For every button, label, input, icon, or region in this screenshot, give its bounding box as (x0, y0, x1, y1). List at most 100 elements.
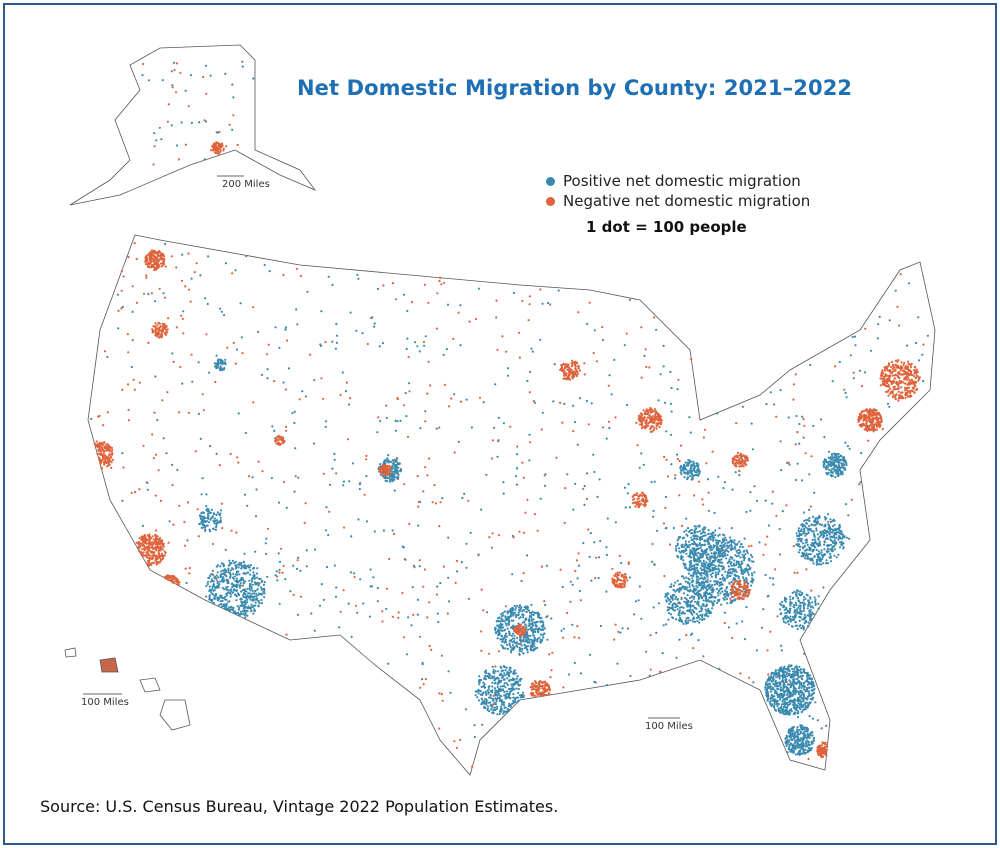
positive-dot (268, 270, 271, 273)
positive-dot (292, 564, 295, 567)
positive-dot (320, 583, 323, 586)
negative-dot (345, 381, 348, 384)
positive-dot (774, 672, 777, 675)
positive-dot (465, 398, 468, 401)
negative-dot (304, 502, 307, 505)
positive-dot (229, 575, 232, 578)
positive-dot (731, 557, 734, 560)
positive-dot (843, 535, 846, 539)
positive-dot (249, 598, 252, 601)
negative-dot (324, 341, 327, 344)
positive-dot (528, 459, 531, 462)
negative-dot (427, 360, 430, 363)
negative-dot (528, 441, 532, 444)
negative-dot (109, 459, 112, 462)
positive-dot (206, 582, 209, 586)
positive-dot (672, 526, 676, 530)
positive-dot (774, 679, 777, 683)
positive-dot (242, 579, 245, 582)
positive-dot (200, 515, 203, 518)
positive-dot (243, 604, 246, 607)
negative-dot (282, 480, 286, 484)
positive-dot (657, 602, 661, 605)
positive-dot (342, 480, 345, 483)
negative-dot (135, 541, 138, 544)
positive-dot (776, 687, 779, 691)
positive-dot (494, 670, 497, 673)
positive-dot (824, 518, 827, 521)
positive-dot (235, 565, 238, 568)
positive-dot (701, 531, 704, 534)
positive-dot (347, 602, 350, 605)
negative-dot (349, 397, 352, 400)
negative-dot (526, 498, 529, 501)
positive-dot (769, 576, 772, 580)
positive-dot (787, 741, 790, 744)
negative-dot (102, 449, 105, 452)
positive-dot (508, 679, 511, 683)
positive-dot (483, 700, 486, 703)
negative-dot (103, 447, 106, 450)
positive-dot (685, 517, 688, 520)
positive-dot (511, 641, 514, 644)
positive-dot (446, 303, 450, 306)
negative-dot (248, 475, 251, 478)
positive-dot (249, 573, 252, 576)
positive-dot (232, 583, 235, 586)
negative-dot (176, 581, 179, 585)
positive-dot (724, 536, 727, 539)
positive-dot (653, 480, 656, 483)
positive-dot (788, 669, 791, 672)
positive-dot (524, 618, 527, 622)
negative-dot (561, 421, 564, 424)
positive-dot (812, 739, 816, 742)
positive-dot (356, 611, 359, 614)
positive-dot (496, 685, 499, 689)
positive-dot (218, 513, 221, 516)
positive-dot (831, 380, 834, 383)
positive-dot (827, 523, 830, 526)
positive-dot (838, 546, 842, 549)
positive-dot (235, 595, 238, 598)
negative-dot (98, 414, 101, 418)
positive-dot (418, 500, 422, 503)
positive-dot (717, 594, 720, 597)
positive-dot (741, 545, 744, 549)
positive-dot (695, 571, 698, 574)
negative-dot (549, 303, 552, 306)
positive-dot (776, 693, 779, 697)
positive-dot (324, 425, 327, 428)
positive-dot (493, 709, 497, 712)
positive-dot (792, 750, 796, 754)
negative-dot (190, 353, 193, 356)
positive-dot (238, 606, 241, 609)
negative-dot (284, 425, 288, 428)
positive-dot (532, 634, 536, 637)
positive-dot (685, 529, 688, 532)
positive-dot (863, 371, 867, 374)
negative-dot (850, 498, 853, 501)
positive-dot (503, 678, 506, 681)
negative-dot (96, 452, 99, 455)
positive-dot (537, 615, 541, 619)
negative-dot (607, 384, 610, 387)
negative-dot (189, 300, 192, 303)
positive-dot (801, 728, 804, 731)
positive-dot (376, 287, 380, 290)
negative-dot (282, 273, 285, 277)
positive-dot (204, 529, 207, 533)
positive-dot (764, 691, 768, 694)
positive-dot (743, 638, 747, 641)
positive-dot (509, 705, 512, 708)
negative-dot (299, 275, 303, 278)
negative-dot (551, 651, 554, 654)
negative-dot (126, 333, 129, 336)
positive-dot (247, 564, 250, 567)
positive-dot (207, 516, 210, 519)
positive-dot (524, 640, 527, 643)
negative-dot (543, 474, 546, 477)
positive-dot (710, 585, 713, 588)
positive-dot (510, 683, 513, 686)
positive-dot (294, 475, 297, 478)
positive-dot (780, 649, 784, 652)
